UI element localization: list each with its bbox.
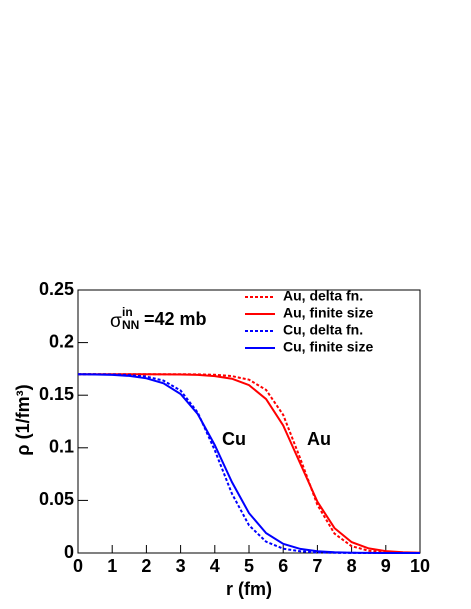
x-tick-label: 2 bbox=[141, 556, 151, 576]
x-tick-label: 10 bbox=[410, 556, 430, 576]
x-tick-label: 8 bbox=[347, 556, 357, 576]
y-axis-label: ρ (1/fm³) bbox=[13, 384, 33, 455]
y-tick-label: 0 bbox=[64, 542, 74, 562]
legend-label: Au, finite size bbox=[283, 305, 373, 321]
data-line bbox=[78, 373, 421, 554]
annotation-symbol: σ bbox=[110, 311, 122, 332]
y-tick-label: 0.05 bbox=[39, 489, 74, 509]
annotation-text: =42 mb bbox=[144, 309, 207, 329]
annotation-sub: NN bbox=[122, 318, 139, 332]
y-tick-label: 0.25 bbox=[39, 279, 74, 299]
y-tick-label: 0.15 bbox=[39, 384, 74, 404]
curve-label: Cu bbox=[222, 429, 246, 449]
data-line bbox=[78, 373, 421, 554]
curve-label: Au bbox=[307, 429, 331, 449]
x-axis-label: r (fm) bbox=[226, 579, 272, 599]
data-line bbox=[77, 373, 420, 554]
legend-label: Cu, delta fn. bbox=[283, 322, 363, 338]
x-tick-label: 0 bbox=[73, 556, 83, 576]
x-tick-label: 5 bbox=[244, 556, 254, 576]
legend-label: Au, delta fn. bbox=[283, 288, 363, 304]
x-tick-label: 4 bbox=[210, 556, 220, 576]
x-tick-label: 1 bbox=[107, 556, 117, 576]
x-tick-label: 6 bbox=[278, 556, 288, 576]
x-tick-label: 7 bbox=[312, 556, 322, 576]
annotation: σ in NN =42 mb bbox=[110, 305, 207, 332]
x-tick-label: 9 bbox=[381, 556, 391, 576]
annotation-sup: in bbox=[122, 305, 133, 319]
legend-label: Cu, finite size bbox=[283, 339, 373, 355]
x-tick-label: 3 bbox=[176, 556, 186, 576]
y-tick-label: 0.2 bbox=[49, 331, 74, 351]
data-line bbox=[77, 373, 420, 554]
y-tick-label: 0.1 bbox=[49, 437, 74, 457]
